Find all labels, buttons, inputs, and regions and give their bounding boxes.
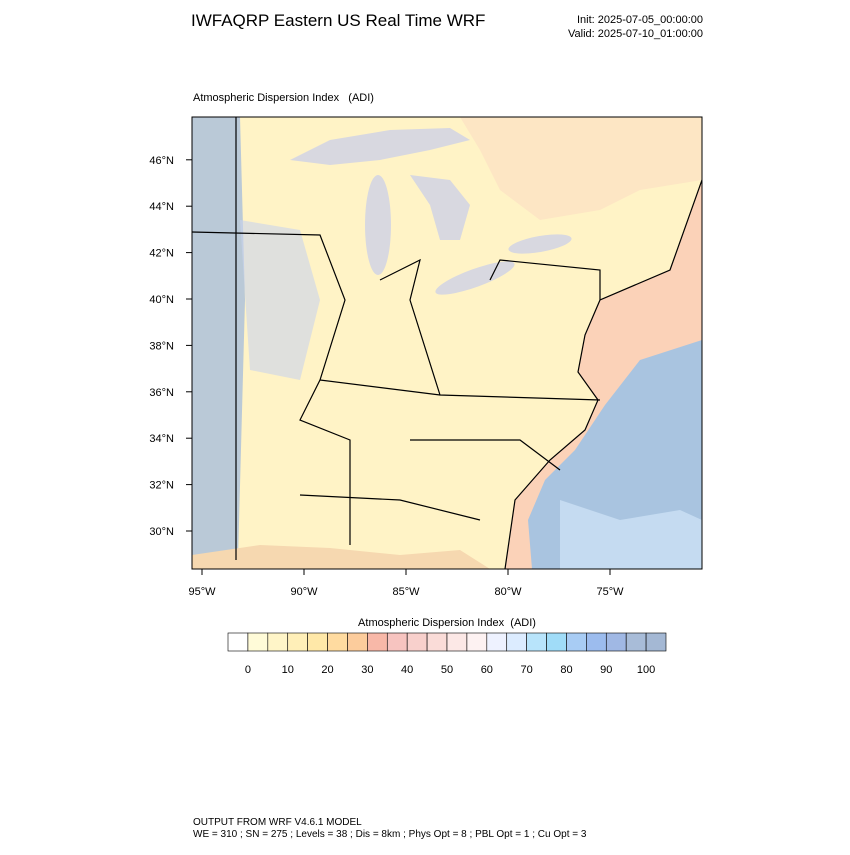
colorbar-box <box>466 632 488 652</box>
colorbar-box <box>367 632 388 652</box>
lat-label: 30°N <box>149 526 174 538</box>
colorbar-label: 0 <box>245 664 251 676</box>
colorbar-box <box>347 632 368 652</box>
colorbar-box <box>406 632 428 652</box>
title: IWFAQRP Eastern US Real Time WRF <box>191 11 485 30</box>
colorbar-box <box>446 632 468 652</box>
footer-line: OUTPUT FROM WRF V4.6.1 MODEL <box>193 817 362 828</box>
colorbar-title: Atmospheric Dispersion Index (ADI) <box>358 617 536 629</box>
colorbar-box <box>426 632 448 652</box>
colorbar-label: 60 <box>481 664 493 676</box>
colorbar-label: 40 <box>401 664 413 676</box>
lon-label: 75°W <box>596 586 624 598</box>
colorbar-box <box>586 632 607 652</box>
colorbar-box <box>287 632 308 652</box>
colorbar-box <box>486 632 508 652</box>
map <box>192 117 702 569</box>
colorbar-label: 10 <box>282 664 294 676</box>
lat-label: 44°N <box>149 201 174 213</box>
colorbar-box <box>506 632 527 652</box>
colorbar-box <box>386 632 408 652</box>
colorbar-box <box>625 632 647 652</box>
valid-time: Valid: 2025-07-10_01:00:00 <box>568 28 703 40</box>
lat-label: 42°N <box>149 248 174 260</box>
footer-line: WE = 310 ; SN = 275 ; Levels = 38 ; Dis … <box>193 829 587 840</box>
map-title: Atmospheric Dispersion Index (ADI) <box>193 92 374 104</box>
lat-label: 38°N <box>149 340 174 352</box>
colorbar-label: 50 <box>441 664 453 676</box>
lat-label: 34°N <box>149 433 174 445</box>
map-frame <box>191 116 703 570</box>
colorbar-box <box>227 632 249 652</box>
colorbar-label: 80 <box>560 664 572 676</box>
colorbar-box <box>645 632 667 652</box>
colorbar-box <box>327 632 348 652</box>
lat-label: 36°N <box>149 387 174 399</box>
lon-label: 95°W <box>188 586 216 598</box>
colorbar-box <box>546 632 567 652</box>
colorbar-box <box>267 632 289 652</box>
colorbar-label: 20 <box>321 664 333 676</box>
lat-label: 46°N <box>149 155 174 167</box>
lon-label: 85°W <box>392 586 420 598</box>
colorbar-box <box>566 632 587 652</box>
colorbar-box <box>307 632 328 652</box>
init-time: Init: 2025-07-05_00:00:00 <box>577 14 703 26</box>
colorbar-box <box>526 632 547 652</box>
colorbar-label: 70 <box>521 664 533 676</box>
colorbar-box <box>605 632 627 652</box>
colorbar-label: 90 <box>600 664 612 676</box>
colorbar-box <box>247 632 269 652</box>
colorbar-label: 30 <box>361 664 373 676</box>
lon-label: 80°W <box>494 586 522 598</box>
lon-label: 90°W <box>290 586 318 598</box>
lat-label: 40°N <box>149 294 174 306</box>
lat-label: 32°N <box>149 480 174 492</box>
colorbar-label: 100 <box>637 664 655 676</box>
